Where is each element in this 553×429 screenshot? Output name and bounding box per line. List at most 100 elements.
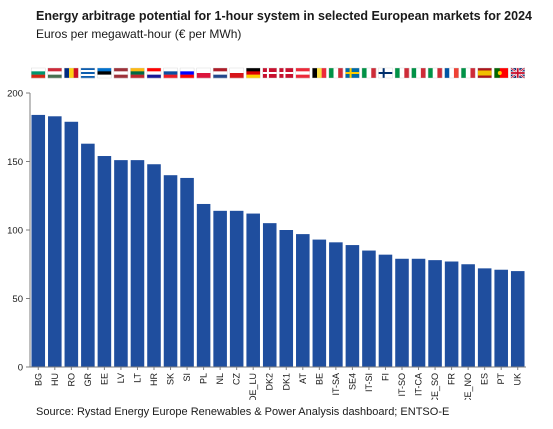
x-tick-label: PL [199,373,209,384]
x-tick-label: IT-SA [331,373,341,396]
y-tick-label: 0 [18,363,23,374]
bar-chart: 0 50 100 150 200 BG HU RO GR EE LV LT HR SK SI PL NL CZ D… [7,67,526,400]
x-tick-label: DK2 [265,373,275,391]
bar [48,116,62,367]
x-tick-label: FI [380,373,390,381]
flag-icon-si [179,67,195,79]
x-tick-label: ES [480,373,490,385]
bar [510,271,525,367]
bar [279,230,294,367]
bar [147,164,161,367]
x-tick-label: CZ [232,373,242,385]
y-tick-label: 150 [7,157,23,168]
bar [477,268,492,367]
x-tick-label: SI [182,373,192,382]
x-tick-label: IT-SI [364,373,374,392]
x-tick-label: IT-CA [414,373,424,396]
flag-icon-at [295,67,310,79]
bar [213,210,227,367]
x-tick-label: HR [149,373,159,386]
bar [312,239,327,367]
bar [114,160,128,367]
x-tick-label: IT-CE_NO [463,373,473,400]
x-tick-label: SK [166,373,176,385]
x-tick-label: IT-SO [397,373,407,397]
x-tick-label: BE [314,373,324,385]
flag-icon-ee [97,67,112,79]
x-tick-label: RO [66,373,76,387]
bar [64,121,79,368]
flag-icon-hr [146,67,162,79]
bar [428,260,442,367]
flag-icon-dk [279,67,294,79]
bar [196,203,211,367]
flag-icon-lt [130,67,145,79]
bar [246,213,260,367]
flag-icon-bg [31,67,46,79]
bar [395,258,409,367]
y-tick-label: 100 [7,226,23,237]
flag-icon-it [328,67,344,79]
flag-icon-cz [229,67,244,79]
x-tick-label: IT-CE_SO [430,373,440,400]
bar [180,177,194,367]
flag-icon-it [411,67,426,79]
x-axis: BG HU RO GR EE LV LT HR SK SI PL NL CZ DE_LU DK2 DK1 AT B… [30,366,526,400]
bar [329,242,343,367]
flag-icon-pt [494,67,509,79]
flag-icon-de [245,67,261,79]
flag-icon-fr [444,67,459,79]
x-tick-label: HU [50,373,60,386]
y-tick-label: 50 [12,294,23,305]
flag-icon-nl [212,67,228,79]
bar [31,114,46,367]
bar [81,143,95,367]
x-tick-label: LV [116,373,126,383]
bar [97,156,112,367]
x-tick-label: GR [83,372,93,386]
flag-icon-hu [47,67,62,79]
chart-subtitle: Euros per megawatt-hour (€ per MWh) [36,27,242,41]
bar [378,254,393,367]
flag-icon-be [312,67,327,79]
bar [296,234,310,367]
flag-icon-es [477,67,492,79]
flag-icon-fi [378,67,393,79]
flag-icon-pl [196,67,211,79]
chart-title: Energy arbitrage potential for 1-hour sy… [36,9,532,23]
x-tick-label: FR [447,373,457,385]
x-tick-label: BG [33,373,43,386]
x-tick-label: UK [513,373,523,386]
y-tick-label: 200 [7,89,23,100]
bar [163,175,178,367]
x-tick-label: LT [132,373,142,383]
bar [444,261,459,367]
bar [229,210,244,367]
flag-row [31,67,526,79]
source-note: Source: Rystad Energy Europe Renewables … [36,406,450,418]
flag-icon-it [361,67,377,79]
flag-icon-se [345,67,360,79]
flag-icon-sk [163,67,178,79]
x-tick-label: DE_LU [248,373,258,400]
bar [262,223,277,367]
flag-icon-it [427,67,443,79]
flag-icon-uk [510,67,526,79]
x-tick-label: EE [99,373,109,385]
x-tick-label: SE4 [347,373,357,390]
x-tick-label: PT [496,373,506,385]
bar [130,160,145,367]
y-axis: 0 50 100 150 200 [7,89,31,374]
bar [494,269,508,367]
bars [31,114,525,368]
flag-icon-gr [80,67,96,79]
bar [345,245,360,367]
x-tick-label: DK1 [281,373,291,391]
flag-icon-it [394,67,410,79]
flag-icon-dk [262,67,277,79]
bar [411,258,426,367]
bar [362,250,376,367]
bar [461,264,475,367]
flag-icon-ro [64,67,79,79]
x-tick-label: AT [298,373,308,384]
